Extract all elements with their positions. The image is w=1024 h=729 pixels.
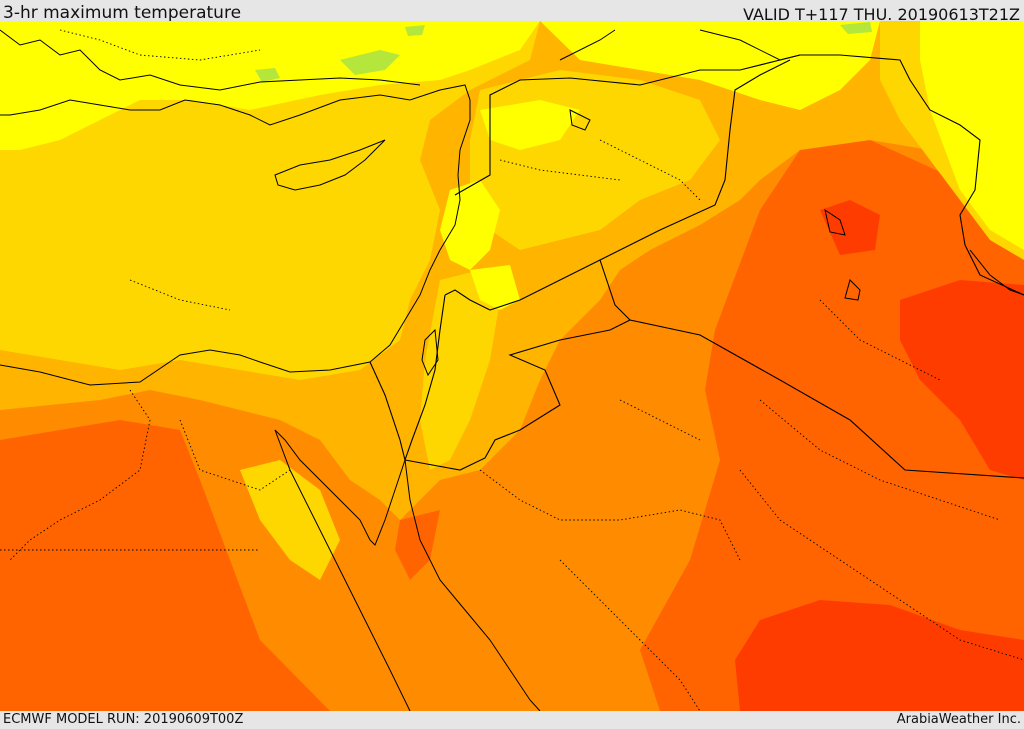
coastlines [0,29,1024,711]
credit-label: ArabiaWeather Inc. [896,712,1021,727]
valid-time-label: VALID T+117 THU. 20190613T21Z [743,5,1020,24]
model-run-label: ECMWF MODEL RUN: 20190609T00Z [3,712,244,727]
temp-band-red-orange [820,200,880,255]
temp-band-yellow [480,100,580,150]
temp-band-light-green [840,22,872,34]
temp-band-yellow-orange [0,21,540,380]
temp-band-dark-orange [640,140,1024,711]
country-borders [369,54,1024,479]
temp-band-red-orange [735,600,1024,711]
temp-band-light-green [255,68,280,82]
temp-band-dark-orange [395,510,440,580]
temp-band-yellow-orange [420,270,500,470]
temp-band-yellow [540,21,880,110]
internal-boundaries [0,29,1024,711]
temp-band-red-orange [900,280,1024,480]
temp-band-light-green [340,50,400,75]
temp-band-yellow-orange [240,460,340,580]
map-title: 3-hr maximum temperature [3,3,242,23]
temp-band-dark-orange [0,420,330,711]
temperature-map [0,21,1024,711]
temp-band-light-green [405,25,425,36]
temp-band-yellow [0,21,540,150]
temp-band-yellow [470,265,520,310]
temp-band-yellow [920,21,1024,250]
temp-band-yellow [440,180,500,270]
